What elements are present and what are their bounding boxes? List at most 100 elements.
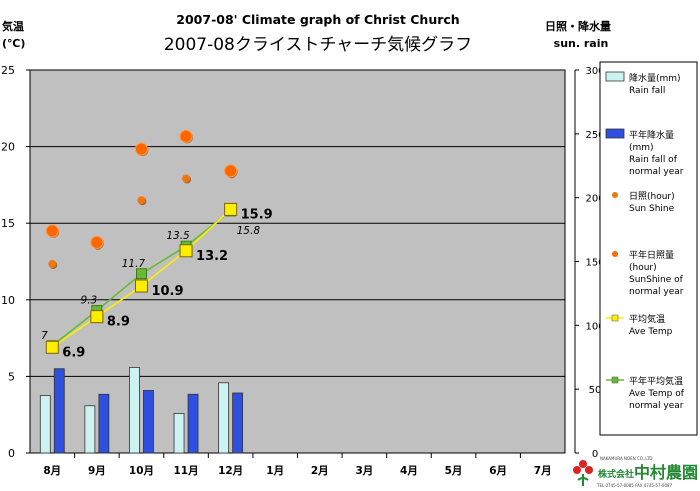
legend-rain-normal: 平年降水量 (mm) Rain fall of normal year [605, 128, 684, 177]
right-tick-label: 200 [585, 194, 604, 205]
rain_norm-legend-text: normal year [629, 167, 684, 177]
right-axis-unit: sun. rain [554, 37, 609, 50]
ave-temp-label: 10.9 [151, 284, 183, 299]
rain-bar [129, 367, 140, 454]
ave-temp-marker [179, 244, 193, 258]
right-tick-label: 50 [589, 385, 602, 396]
left-axis-ticks: 0 5 10 15 20 25 [1, 64, 30, 460]
ave-temp-marker [90, 310, 104, 324]
ave-temp-marker [224, 202, 238, 216]
rain-legend-text: 降水量(mm) [629, 72, 681, 84]
rain-bar [173, 413, 185, 454]
x-tick-label: 9月 [88, 465, 106, 477]
sun_norm-legend-text: (hour) [629, 263, 657, 273]
sun-shine-normal-point [224, 164, 238, 178]
legend-rain: 降水量(mm) Rain fall [605, 71, 681, 96]
rain_norm-legend-text: Rain fall of [629, 155, 678, 165]
ave-temp-marker [45, 340, 59, 354]
x-tick-label: 1月 [266, 465, 284, 477]
sun-shine-normal-point [90, 235, 104, 249]
rain_norm-bar [53, 368, 65, 454]
legend: 降水量(mm) Rain fall 平年降水量 (mm) Rain fall of nor… [605, 71, 685, 411]
sun-legend-text: 日照(hour) [629, 191, 675, 202]
temp_norm-legend-text: 平年平均気温 [629, 375, 683, 387]
x-axis-ticks: 8月 9月 10月 11月 12月 1月 2月 3月 4月 5月 6月 7月 [43, 453, 552, 477]
ave-temp-normal-label: 7 [41, 330, 48, 342]
logo-main: 中村農園 [634, 463, 698, 482]
legend-sun-normal: 平年日照量 (hour) SunShine of normal year [612, 249, 684, 297]
x-tick-label: 7月 [534, 465, 552, 477]
legend-temp: 平均気温 Ave Temp [606, 313, 673, 337]
temperature-lines [45, 202, 238, 354]
sun_norm-legend-swatch [612, 251, 618, 257]
temp_norm-legend-text: Ave Temp of [629, 389, 685, 399]
chart-title-jp: 2007-08クライストチャーチ気候グラフ [164, 35, 472, 55]
right-tick-label: 300 [585, 66, 604, 77]
right-tick-label: 150 [585, 258, 604, 269]
rain_norm-legend-text: 平年降水量 [629, 129, 674, 141]
left-axis-label: 気温 [2, 19, 24, 33]
sun-shine-point [182, 174, 191, 183]
temp_norm-legend-swatch [611, 376, 619, 384]
right-tick-label: 100 [585, 321, 604, 332]
x-tick-label: 12月 [218, 465, 243, 477]
sunshine-points [45, 129, 238, 270]
sun-legend-text: Sun Shine [629, 204, 675, 214]
logo-tel: TEL 0745-57-0085 FAX 0745-57-0087 [596, 483, 673, 488]
rain-bars [39, 367, 244, 454]
rain_norm-bar [98, 393, 110, 454]
legend-sun: 日照(hour) Sun Shine [612, 191, 675, 214]
x-tick-label: 4月 [400, 465, 418, 477]
rain_norm-bar [143, 390, 154, 454]
x-tick-label: 5月 [445, 465, 463, 477]
right-axis-ticks: 0 50 100 150 200 250 300 [574, 66, 605, 460]
ave-temp-label: 8.9 [107, 315, 130, 330]
x-tick-label: 6月 [489, 465, 507, 477]
ave-temp-normal-label: 11.7 [122, 258, 146, 270]
sun-shine-normal-point [134, 142, 148, 156]
rain-bar [218, 382, 230, 454]
company-logo: NAKAMURA NOEN CO.,LTD 株式会社 中村農園 TEL 0745… [573, 456, 698, 488]
rain_norm-legend-text: (mm) [629, 143, 654, 153]
chart-title-en: 2007-08' Climate graph of Christ Church [176, 12, 459, 27]
temp-legend-text: Ave Temp [629, 327, 673, 337]
left-tick-label: 25 [1, 64, 15, 77]
left-tick-label: 0 [8, 447, 15, 460]
x-tick-label: 3月 [355, 465, 373, 477]
temp-legend-swatch [611, 314, 619, 322]
left-tick-label: 5 [8, 370, 15, 383]
right-tick-label: 250 [585, 130, 604, 141]
ave-temp-label: 15.9 [241, 207, 273, 222]
ave-temp-label: 13.2 [196, 249, 228, 264]
sun-shine-point [137, 196, 146, 205]
left-tick-label: 20 [1, 141, 15, 154]
gridlines [30, 146, 565, 377]
plot-area [29, 69, 566, 454]
ave-temp-normal-label: 15.8 [237, 225, 261, 237]
x-tick-label: 11月 [173, 465, 198, 477]
x-tick-label: 8月 [43, 465, 61, 477]
ave-temp-marker [134, 279, 148, 293]
data-labels: 6.9 8.9 10.9 13.2 15.9 7 9.3 11.7 13.5 15.8 [41, 207, 273, 360]
sun_norm-legend-text: 平年日照量 [629, 249, 674, 261]
x-tick-label: 10月 [129, 465, 154, 477]
sun-legend-swatch [612, 192, 618, 198]
right-axis-label: 日照・降水量 [545, 19, 611, 33]
rain-bar [84, 405, 96, 454]
sun-shine-normal-point [45, 224, 59, 238]
logo-kaisha: 株式会社 [598, 468, 634, 480]
ave-temp-label: 6.9 [62, 345, 85, 360]
x-tick-label: 2月 [311, 465, 329, 477]
left-tick-label: 10 [1, 294, 15, 307]
logo-flower-icon [579, 460, 587, 468]
left-tick-label: 15 [1, 217, 15, 230]
rain_norm-bar [232, 392, 244, 454]
right-tick-label: 0 [592, 449, 598, 460]
ave-temp-normal-label: 9.3 [81, 295, 98, 307]
temp_norm-legend-text: normal year [629, 401, 684, 411]
rain_norm-bar [187, 393, 199, 454]
legend-temp-normal: 平年平均気温 Ave Temp of normal year [606, 375, 685, 411]
rain-bar [39, 395, 51, 454]
logo-en-text: NAKAMURA NOEN CO.,LTD [600, 456, 652, 461]
